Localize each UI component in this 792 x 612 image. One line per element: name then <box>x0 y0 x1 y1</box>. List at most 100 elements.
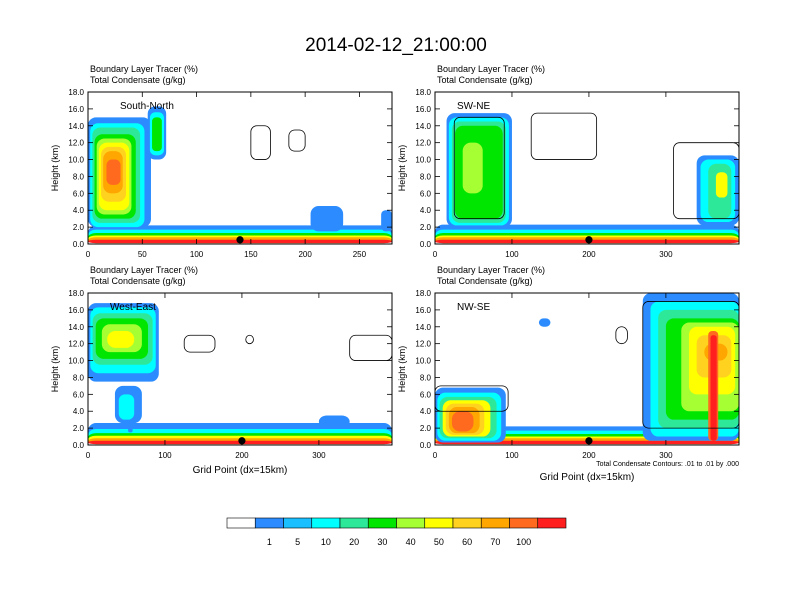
x-tick-label: 0 <box>86 250 91 259</box>
y-tick-label: 16.0 <box>68 306 84 315</box>
y-tick-label: 4.0 <box>73 206 85 215</box>
location-marker <box>236 236 244 244</box>
section-label: South-North <box>120 101 174 112</box>
tracer-patch <box>381 210 392 232</box>
x-axis-label: Grid Point (dx=15km) <box>540 472 635 483</box>
colorbar-swatch <box>339 517 369 529</box>
condensate-contour <box>453 116 505 220</box>
condensate-contour <box>250 125 271 160</box>
x-tick-label: 0 <box>86 451 91 460</box>
plot-frame <box>87 292 393 446</box>
colorbar-label: 50 <box>434 537 444 547</box>
y-tick-label: 10.0 <box>415 156 431 165</box>
colorbar-swatch <box>396 517 426 529</box>
x-tick-label: 200 <box>582 250 596 259</box>
y-tick-label: 18.0 <box>415 88 431 97</box>
y-tick-label: 2.0 <box>73 424 85 433</box>
y-tick-label: 4.0 <box>420 407 432 416</box>
field-layer <box>88 293 392 445</box>
x-tick-label: 100 <box>158 451 172 460</box>
y-axis-label: Height (km) <box>397 346 407 393</box>
y-tick-label: 0.0 <box>73 240 85 249</box>
y-tick-label: 0.0 <box>420 441 432 450</box>
section-label: NW-SE <box>457 302 490 313</box>
y-tick-label: 8.0 <box>420 172 432 181</box>
y-tick-label: 16.0 <box>68 105 84 114</box>
y-tick-label: 4.0 <box>73 407 85 416</box>
panel-title-line1: Boundary Layer Tracer (%) <box>90 265 198 275</box>
colorbar-swatch <box>509 517 539 529</box>
panel-title-line2: Total Condensate (g/kg) <box>90 75 186 85</box>
panel-title-line1: Boundary Layer Tracer (%) <box>90 64 198 74</box>
y-tick-label: 2.0 <box>420 223 432 232</box>
contour-footnote: Total Condensate Contours: .01 to .01 by… <box>596 461 739 468</box>
tracer-patch <box>310 206 344 232</box>
x-tick-label: 50 <box>138 250 147 259</box>
y-axis-label: Height (km) <box>50 145 60 192</box>
colorbar-swatch <box>480 517 510 529</box>
y-tick-label: 8.0 <box>73 373 85 382</box>
panel-3: 0 100 200 300 0.0 2.0 4.0 6.0 8.0 10.0 12.0 14.0 16.… <box>50 265 393 476</box>
location-marker <box>585 236 593 244</box>
main-title: 2014-02-12_21:00:00 <box>305 35 487 56</box>
y-axis-label: Height (km) <box>397 145 407 192</box>
tracer-patch <box>715 172 728 198</box>
field-layer <box>435 293 739 445</box>
y-tick-label: 6.0 <box>420 189 432 198</box>
y-tick-label: 14.0 <box>415 122 431 131</box>
tracer-patch <box>451 411 474 432</box>
field-layer <box>435 92 739 244</box>
x-tick-label: 150 <box>244 250 258 259</box>
tracer-patch <box>118 394 135 420</box>
tracer-patch <box>710 335 717 441</box>
x-axis-label: Grid Point (dx=15km) <box>193 465 288 476</box>
colorbar-swatch <box>311 517 341 529</box>
colorbar-swatch <box>537 517 567 529</box>
section-label: SW-NE <box>457 101 490 112</box>
x-tick-label: 100 <box>505 250 519 259</box>
y-tick-label: 18.0 <box>68 88 84 97</box>
y-tick-label: 2.0 <box>73 223 85 232</box>
x-tick-label: 300 <box>659 250 673 259</box>
plot-frame <box>434 91 740 245</box>
y-tick-label: 8.0 <box>73 172 85 181</box>
y-tick-label: 10.0 <box>68 357 84 366</box>
x-tick-label: 200 <box>582 451 596 460</box>
panel-1: 0 50 100 150 200 250 0.0 2.0 4.0 6.0 8.0 10.0 12.0 14… <box>50 64 393 259</box>
y-axis-label: Height (km) <box>50 346 60 393</box>
x-tick-label: 100 <box>190 250 204 259</box>
field-layer <box>88 92 392 244</box>
tracer-patch <box>538 318 551 327</box>
tracer-patch <box>318 415 350 429</box>
y-tick-label: 0.0 <box>73 441 85 450</box>
y-tick-label: 14.0 <box>68 122 84 131</box>
y-tick-label: 12.0 <box>415 340 431 349</box>
y-tick-label: 12.0 <box>68 139 84 148</box>
y-tick-label: 0.0 <box>420 240 432 249</box>
y-tick-label: 10.0 <box>415 357 431 366</box>
panel-2: 0 100 200 300 0.0 2.0 4.0 6.0 8.0 10.0 12.0 14.0 16.… <box>397 64 740 259</box>
colorbar-swatch <box>367 517 397 529</box>
colorbar-swatch <box>452 517 482 529</box>
condensate-contour <box>435 385 509 412</box>
colorbar-label: 20 <box>349 537 359 547</box>
y-tick-label: 12.0 <box>68 340 84 349</box>
y-tick-label: 16.0 <box>415 105 431 114</box>
section-label: West-East <box>110 302 156 313</box>
x-tick-label: 300 <box>312 451 326 460</box>
plot-frame <box>87 91 393 245</box>
y-tick-label: 8.0 <box>420 373 432 382</box>
x-tick-label: 0 <box>433 250 438 259</box>
colorbar: 1 5 10 20 30 40 50 60 70 100 <box>226 517 567 547</box>
colorbar-label: 5 <box>295 537 300 547</box>
colorbar-swatch <box>283 517 313 529</box>
y-tick-label: 18.0 <box>415 289 431 298</box>
condensate-contour <box>615 326 628 345</box>
condensate-contour <box>642 301 739 429</box>
y-tick-label: 14.0 <box>68 323 84 332</box>
condensate-contour <box>673 142 739 220</box>
tracer-patch <box>462 142 483 194</box>
condensate-contour <box>530 112 598 160</box>
x-tick-label: 100 <box>505 451 519 460</box>
condensate-contour <box>288 129 306 152</box>
